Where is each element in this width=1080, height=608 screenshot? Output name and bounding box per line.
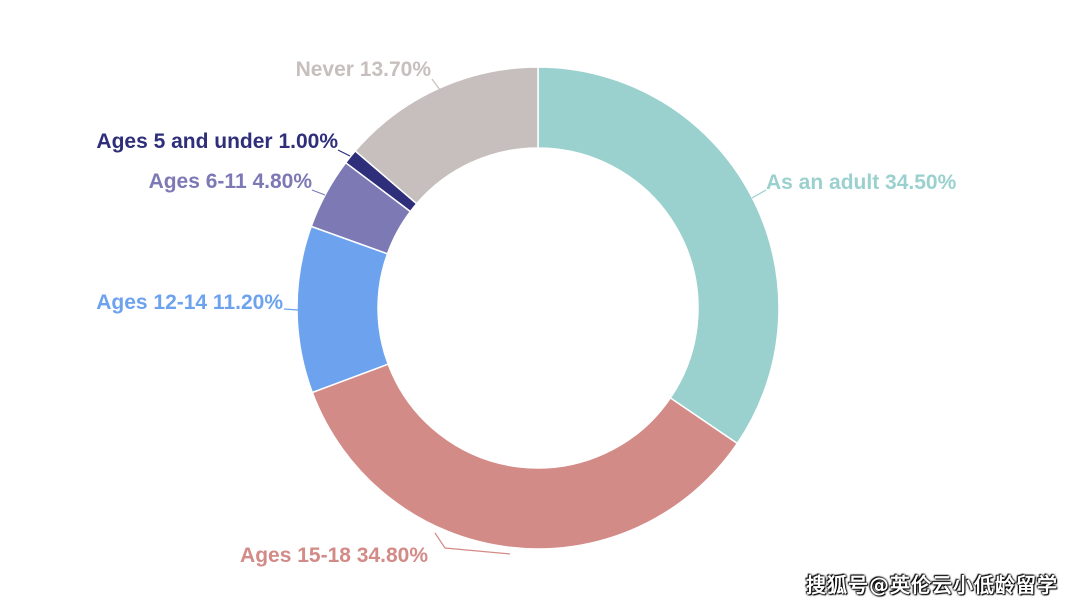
slice-label-ages-5-and-under: Ages 5 and under 1.00% xyxy=(96,130,338,153)
slice-as-an-adult xyxy=(537,66,780,445)
slice-label-ages-6-11: Ages 6-11 4.80% xyxy=(149,170,313,193)
slice-ages-15-18 xyxy=(311,363,739,550)
leader-line-ages-12-14 xyxy=(283,308,299,311)
slice-label-ages-12-14: Ages 12-14 11.20% xyxy=(96,291,283,314)
watermark-text: 搜狐号@英伦云小低龄留学 xyxy=(806,573,1058,597)
leader-line-ages-5-and-under xyxy=(337,149,351,157)
slice-never xyxy=(354,66,539,205)
leader-line-ages-6-11 xyxy=(311,189,326,196)
leader-line-as-an-adult xyxy=(751,189,767,199)
leader-line-ages-15-18 xyxy=(434,532,511,555)
slice-label-ages-15-18: Ages 15-18 34.80% xyxy=(240,544,428,567)
slice-ages-12-14 xyxy=(296,225,390,394)
slice-label-as-an-adult: As an adult 34.50% xyxy=(766,171,957,194)
leader-line-never xyxy=(431,78,441,91)
slice-label-never: Never 13.70% xyxy=(296,58,432,81)
